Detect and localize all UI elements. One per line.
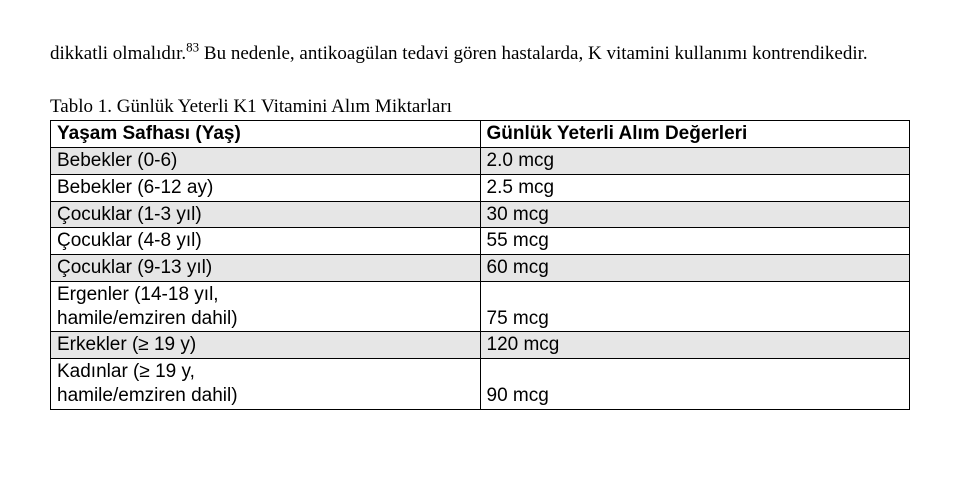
table-row: Çocuklar (1-3 yıl)30 mcg <box>51 201 910 228</box>
table-cell: 2.5 mcg <box>480 174 910 201</box>
table-row: Çocuklar (4-8 yıl)55 mcg <box>51 228 910 255</box>
table-cell: Erkekler (≥ 19 y) <box>51 332 481 359</box>
table-cell: 30 mcg <box>480 201 910 228</box>
vitamin-table: Yaşam Safhası (Yaş)Günlük Yeterli Alım D… <box>50 120 910 409</box>
document-page: dikkatli olmalıdır.83 Bu nedenle, antiko… <box>0 0 960 410</box>
para-sup: 83 <box>186 40 199 55</box>
table-cell: 120 mcg <box>480 332 910 359</box>
table-cell: Çocuklar (9-13 yıl) <box>51 255 481 282</box>
header-cell: Günlük Yeterli Alım Değerleri <box>480 121 910 148</box>
table-cell: Çocuklar (1-3 yıl) <box>51 201 481 228</box>
table-cell: Bebekler (6-12 ay) <box>51 174 481 201</box>
table-cell: 90 mcg <box>480 359 910 410</box>
table-cell: Ergenler (14-18 yıl,hamile/emziren dahil… <box>51 281 481 332</box>
table-cell: 2.0 mcg <box>480 148 910 175</box>
table-cell: 60 mcg <box>480 255 910 282</box>
table-header-row: Yaşam Safhası (Yaş)Günlük Yeterli Alım D… <box>51 121 910 148</box>
table-row: Bebekler (0-6)2.0 mcg <box>51 148 910 175</box>
para-lead: dikkatli olmalıdır. <box>50 43 186 64</box>
table-cell: 75 mcg <box>480 281 910 332</box>
para-rest: Bu nedenle, antikoagülan tedavi gören ha… <box>199 43 868 64</box>
table-row: Kadınlar (≥ 19 y,hamile/emziren dahil)90… <box>51 359 910 410</box>
table-row: Erkekler (≥ 19 y)120 mcg <box>51 332 910 359</box>
table-cell: Bebekler (0-6) <box>51 148 481 175</box>
table-row: Bebekler (6-12 ay)2.5 mcg <box>51 174 910 201</box>
table-caption: Tablo 1. Günlük Yeterli K1 Vitamini Alım… <box>50 96 910 118</box>
intro-paragraph: dikkatli olmalıdır.83 Bu nedenle, antiko… <box>50 39 910 68</box>
header-cell: Yaşam Safhası (Yaş) <box>51 121 481 148</box>
table-row: Çocuklar (9-13 yıl)60 mcg <box>51 255 910 282</box>
table-row: Ergenler (14-18 yıl,hamile/emziren dahil… <box>51 281 910 332</box>
table-cell: Çocuklar (4-8 yıl) <box>51 228 481 255</box>
table-cell: 55 mcg <box>480 228 910 255</box>
table-cell: Kadınlar (≥ 19 y,hamile/emziren dahil) <box>51 359 481 410</box>
